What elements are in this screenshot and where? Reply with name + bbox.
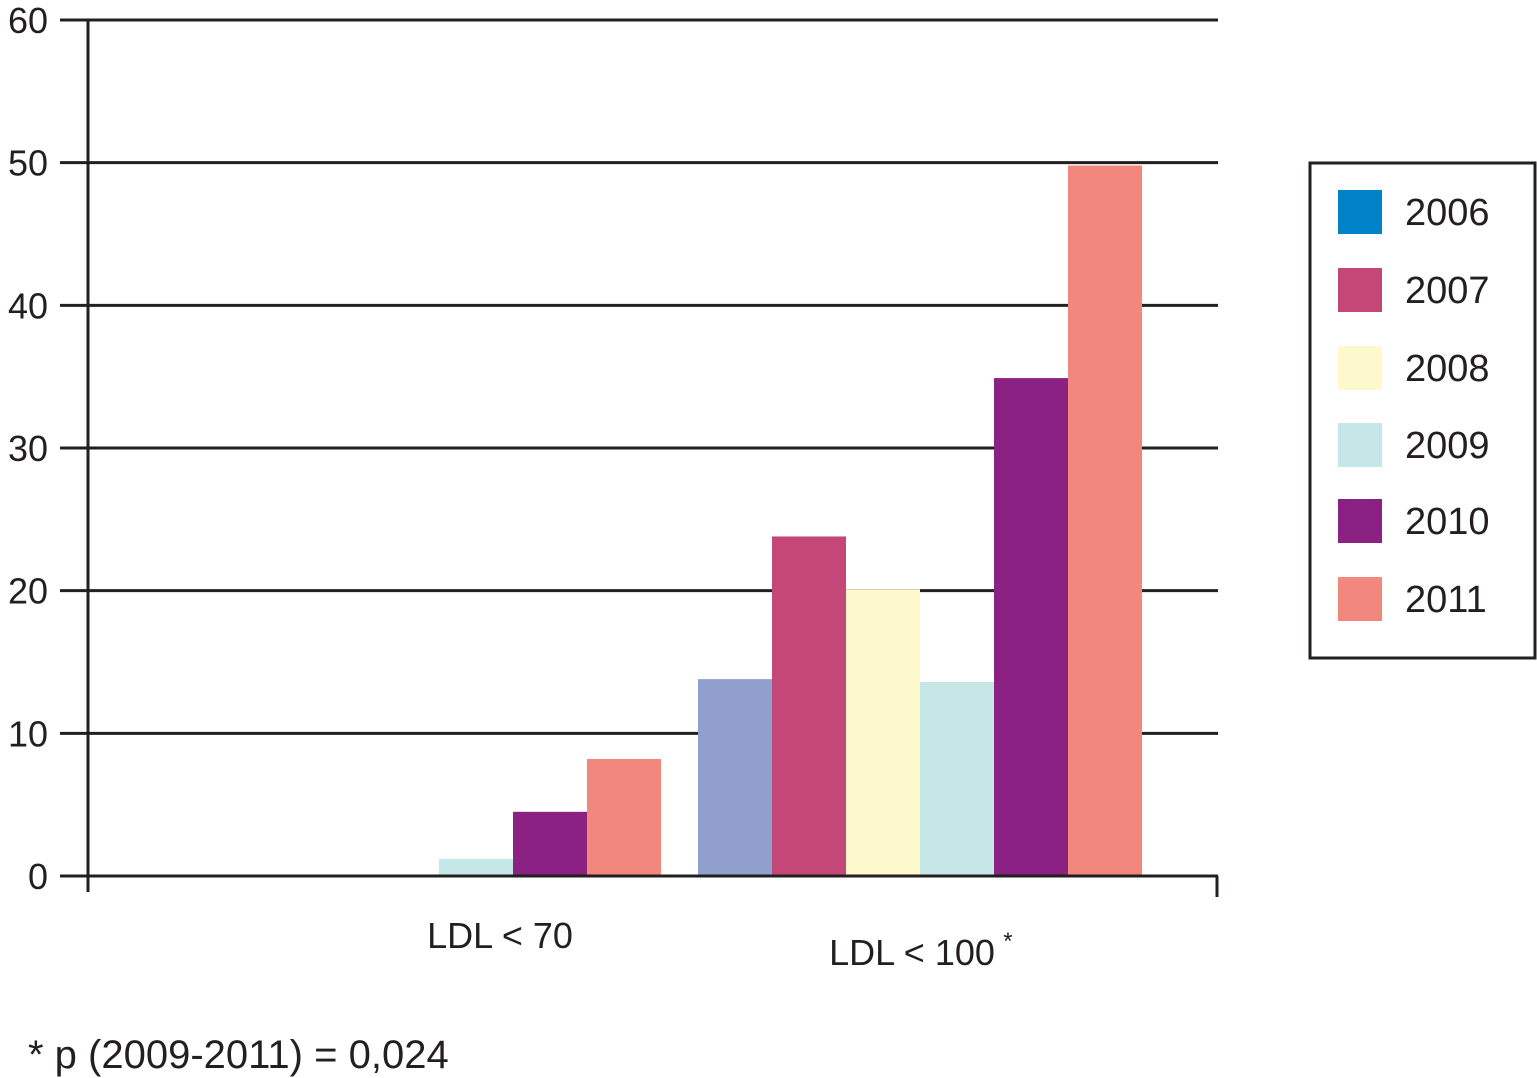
legend-box (1308, 161, 1537, 660)
bars (439, 165, 1142, 876)
y-tick-label: 40 (8, 285, 48, 326)
legend-swatch (1338, 268, 1382, 312)
y-tick-label: 50 (8, 143, 48, 184)
legend-label: 2008 (1405, 348, 1490, 390)
y-tick-label: 30 (8, 428, 48, 469)
bar (587, 759, 661, 876)
bar (920, 681, 994, 876)
y-tick-label: 10 (8, 713, 48, 754)
bar (846, 589, 920, 876)
bar (513, 811, 587, 876)
bar (698, 679, 772, 876)
footnote: * p (2009-2011) = 0,024 (28, 1033, 449, 1077)
category-labels: LDL < 70 LDL < 100 * (427, 915, 1013, 973)
legend-swatch (1338, 346, 1382, 390)
legend-label: 2009 (1405, 425, 1490, 467)
legend-swatch (1338, 190, 1382, 234)
bar (772, 536, 846, 876)
y-axis-ticks: 0 10 20 30 40 50 60 (8, 0, 48, 897)
legend-label: 2006 (1405, 192, 1490, 234)
y-tick-label: 60 (8, 0, 48, 41)
y-tick-label: 0 (28, 856, 48, 897)
x-category-label: LDL < 70 (427, 915, 573, 956)
legend-swatch (1338, 577, 1382, 621)
legend-swatch (1338, 423, 1382, 467)
legend-label: 2010 (1405, 501, 1490, 543)
x-category-label: LDL < 100 (829, 932, 995, 973)
legend: 2006 2007 2008 2009 2010 2011 (1308, 161, 1537, 660)
axes (60, 20, 1219, 897)
x-category-superscript: * (1003, 928, 1012, 955)
legend-label: 2007 (1405, 270, 1490, 312)
legend-swatch (1338, 499, 1382, 543)
bar (439, 858, 513, 876)
y-tick-label: 20 (8, 571, 48, 612)
legend-label: 2011 (1405, 579, 1487, 621)
bar (1068, 165, 1142, 876)
bar (994, 378, 1068, 876)
